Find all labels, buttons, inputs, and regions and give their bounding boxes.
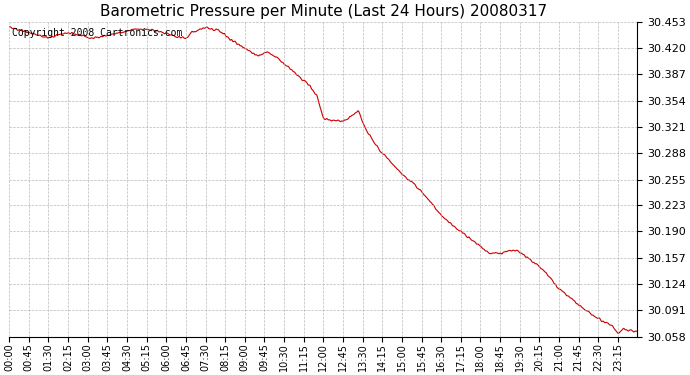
Text: Copyright 2008 Cartronics.com: Copyright 2008 Cartronics.com bbox=[12, 28, 183, 38]
Title: Barometric Pressure per Minute (Last 24 Hours) 20080317: Barometric Pressure per Minute (Last 24 … bbox=[99, 4, 546, 19]
